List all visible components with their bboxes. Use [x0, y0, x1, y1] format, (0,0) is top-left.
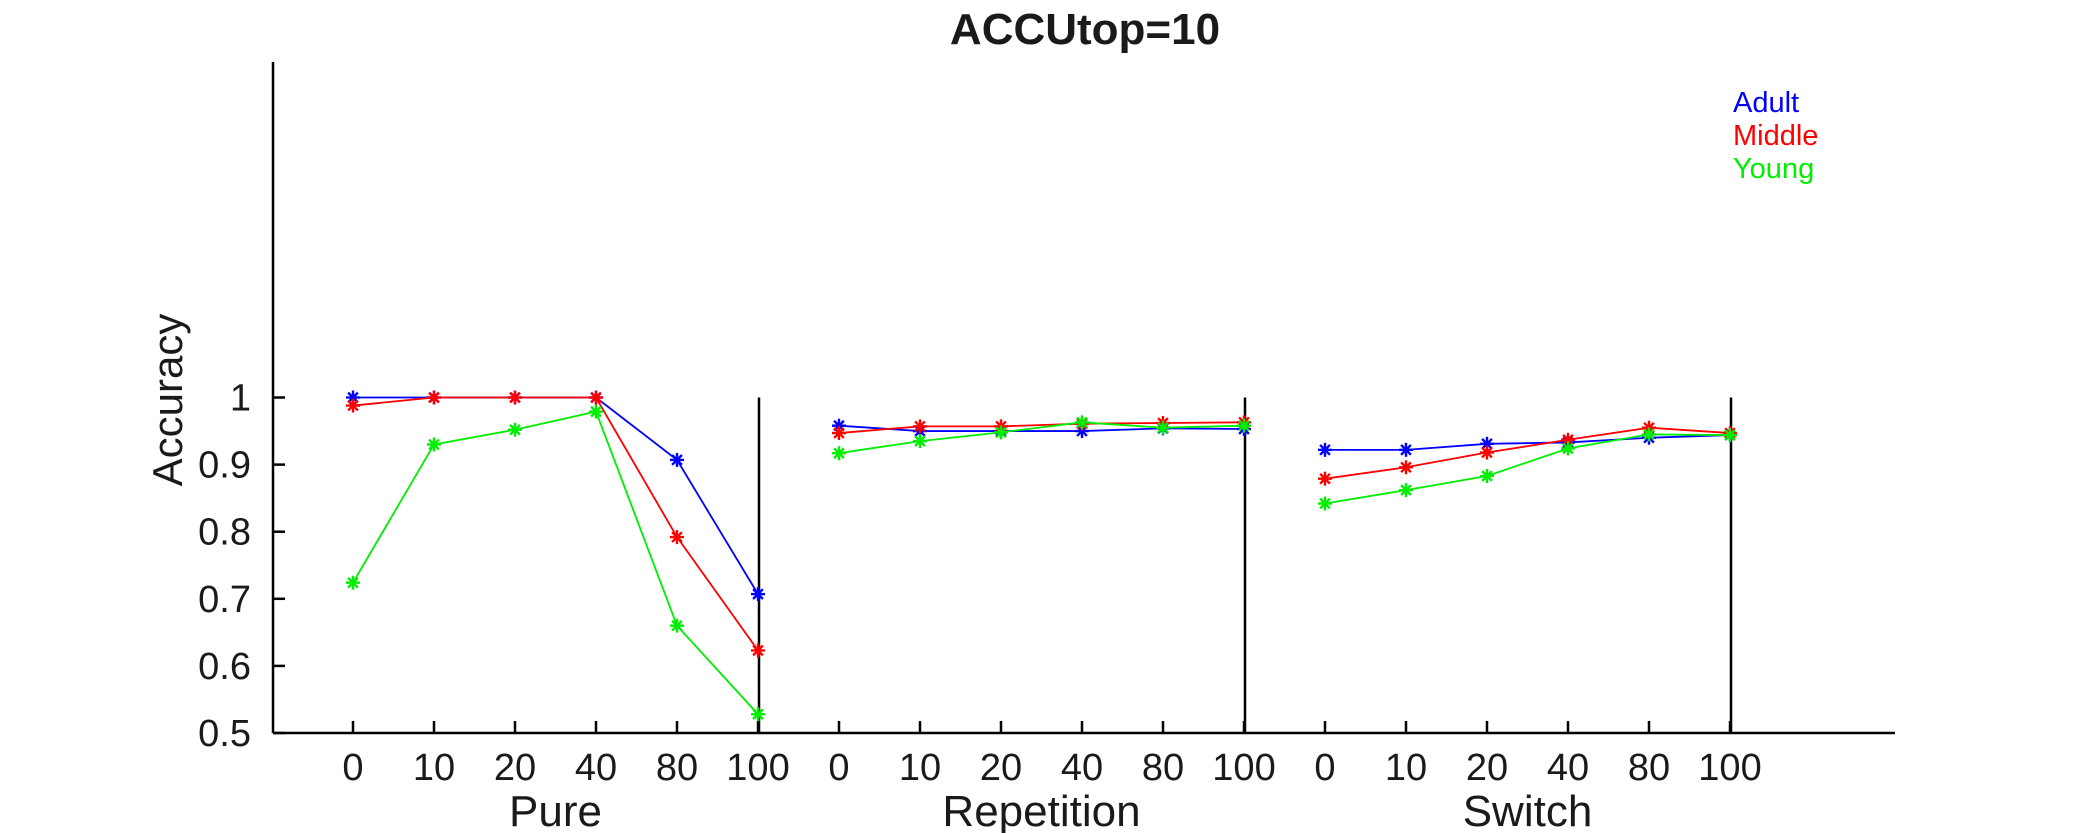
data-point: [1318, 496, 1332, 511]
data-point: [1237, 418, 1251, 433]
series-line: [1325, 434, 1731, 451]
data-point: [346, 575, 360, 590]
x-tick-label: 20: [494, 747, 536, 789]
data-point: [346, 398, 360, 413]
series-line: [352, 410, 759, 715]
x-tick-label: 20: [980, 747, 1022, 789]
group-label: Repetition: [942, 787, 1140, 833]
data-point: [1723, 428, 1737, 443]
x-tick-label: 40: [575, 747, 617, 789]
x-tick-label: 10: [413, 747, 455, 789]
data-point: [1480, 445, 1494, 460]
y-tick-label: 0.7: [198, 579, 251, 621]
legend-entry: Adult: [1733, 87, 1799, 119]
x-tick-label: 20: [1466, 747, 1508, 789]
y-tick-label: 0.5: [198, 713, 251, 755]
x-tick-label: 40: [1547, 747, 1589, 789]
y-tick-label: 0.8: [198, 512, 251, 554]
data-point: [1318, 471, 1332, 486]
x-tick-label: 80: [656, 747, 698, 789]
data-point: [1156, 420, 1170, 435]
x-ticks: 0 10 20 40 80 100 0 10 20 40 80 100 0 10 20 40 80 100: [342, 721, 1762, 789]
y-tick-label: 1: [230, 378, 251, 420]
data-point: [1561, 441, 1575, 456]
x-tick-label: 0: [1314, 747, 1335, 789]
group-labels: Pure Repetition Switch: [509, 787, 1592, 833]
x-tick-label: 100: [1212, 747, 1275, 789]
x-tick-label: 10: [1385, 747, 1427, 789]
data-point: [1399, 442, 1413, 457]
data-point: [1480, 436, 1494, 451]
data-point: [508, 390, 522, 405]
data-point: [913, 419, 927, 434]
x-tick-label: 0: [828, 747, 849, 789]
series-line: [1324, 426, 1731, 480]
group-label: Switch: [1463, 787, 1593, 833]
data-point: [670, 452, 684, 467]
x-tick-label: 100: [726, 747, 789, 789]
data-point: [1318, 442, 1332, 457]
group-label: Pure: [509, 787, 602, 833]
y-axis-label: Accuracy: [144, 314, 191, 487]
series-line: [838, 424, 1245, 432]
data-point: [427, 437, 441, 452]
x-tick-label: 10: [899, 747, 941, 789]
series-line: [1324, 433, 1731, 505]
data-point: [1480, 469, 1494, 484]
data-point: [589, 390, 603, 405]
series-young: [346, 404, 1737, 722]
series-layer: [346, 390, 1737, 722]
data-point: [589, 404, 603, 419]
series-line: [352, 396, 759, 651]
data-point: [832, 446, 846, 461]
data-point: [832, 426, 846, 441]
data-point: [427, 390, 441, 405]
data-point: [751, 643, 765, 658]
data-point: [670, 530, 684, 545]
legend-entry: Young: [1733, 153, 1814, 185]
data-point: [1399, 460, 1413, 475]
x-tick-label: 80: [1628, 747, 1670, 789]
data-point: [1075, 415, 1089, 430]
data-point: [508, 422, 522, 437]
legend-entry: Middle: [1733, 120, 1818, 152]
data-point: [670, 618, 684, 633]
series-line: [838, 421, 1245, 455]
data-point: [1642, 427, 1656, 442]
data-point: [994, 425, 1008, 440]
data-point: [1399, 483, 1413, 498]
y-tick-label: 0.6: [198, 646, 251, 688]
y-ticks: 0.5 0.6 0.7 0.8 0.9 1: [198, 378, 285, 755]
x-tick-label: 100: [1698, 747, 1761, 789]
x-tick-label: 40: [1061, 747, 1103, 789]
data-point: [913, 434, 927, 449]
series-adult: [346, 390, 1737, 602]
x-tick-label: 0: [342, 747, 363, 789]
x-tick-label: 80: [1142, 747, 1184, 789]
series-line: [838, 421, 1245, 434]
data-point: [751, 587, 765, 602]
chart-title: ACCUtop=10: [950, 5, 1220, 54]
y-tick-label: 0.9: [198, 445, 251, 487]
data-point: [751, 707, 765, 722]
